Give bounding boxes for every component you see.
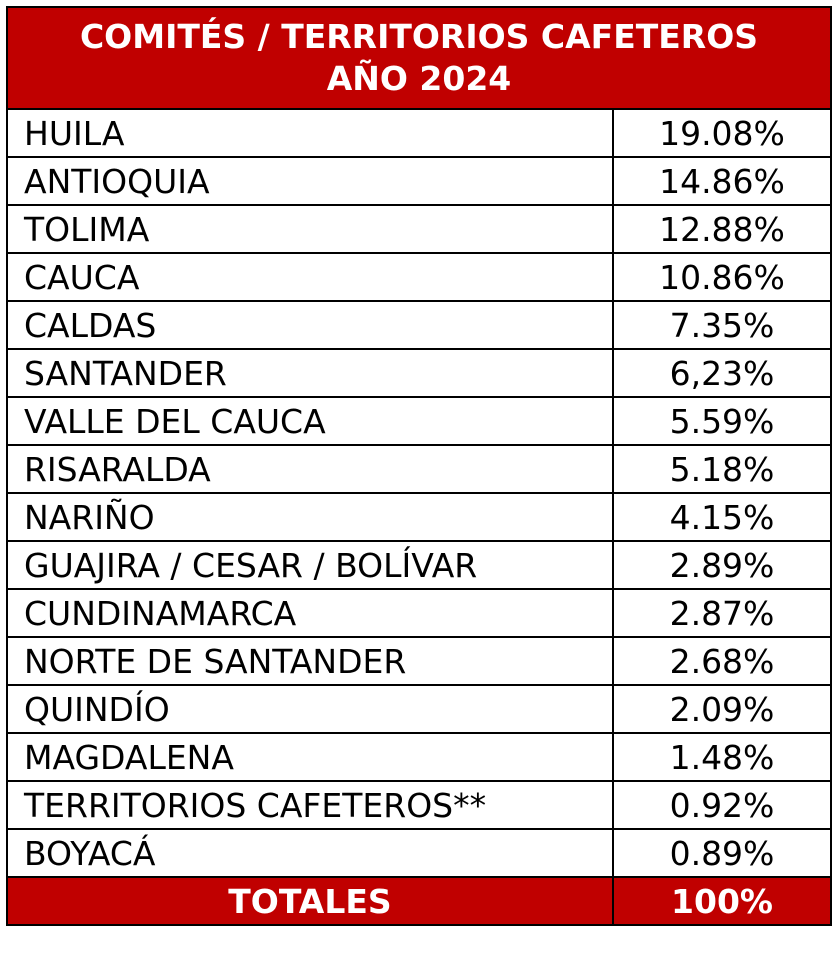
table-row: TOLIMA 12.88%	[6, 204, 832, 254]
committee-percentage: 1.48%	[612, 732, 832, 782]
table-row: CUNDINAMARCA 2.87%	[6, 588, 832, 638]
table-row: MAGDALENA 1.48%	[6, 732, 832, 782]
committee-percentage: 10.86%	[612, 252, 832, 302]
committee-name: SANTANDER	[6, 348, 614, 398]
coffee-committees-table: COMITÉS / TERRITORIOS CAFETEROS AÑO 2024…	[6, 6, 832, 926]
committee-percentage: 7.35%	[612, 300, 832, 350]
committee-name: RISARALDA	[6, 444, 614, 494]
committee-name: NARIÑO	[6, 492, 614, 542]
table-row: RISARALDA 5.18%	[6, 444, 832, 494]
table-header-row: COMITÉS / TERRITORIOS CAFETEROS AÑO 2024	[6, 6, 832, 110]
totals-row: TOTALES 100%	[6, 876, 832, 926]
committee-name: BOYACÁ	[6, 828, 614, 878]
committee-name: GUAJIRA / CESAR / BOLÍVAR	[6, 540, 614, 590]
committee-name: MAGDALENA	[6, 732, 614, 782]
committee-percentage: 5.18%	[612, 444, 832, 494]
committee-name: VALLE DEL CAUCA	[6, 396, 614, 446]
committee-percentage: 0.89%	[612, 828, 832, 878]
committee-name: CUNDINAMARCA	[6, 588, 614, 638]
table-title-line2: AÑO 2024	[326, 59, 512, 98]
table-row: CAUCA 10.86%	[6, 252, 832, 302]
committee-name: ANTIOQUIA	[6, 156, 614, 206]
table-title-line1: COMITÉS / TERRITORIOS CAFETEROS	[79, 17, 759, 56]
committee-name: TOLIMA	[6, 204, 614, 254]
table-title: COMITÉS / TERRITORIOS CAFETEROS AÑO 2024	[6, 6, 832, 110]
committee-percentage: 2.68%	[612, 636, 832, 686]
table-row: CALDAS 7.35%	[6, 300, 832, 350]
committee-name: TERRITORIOS CAFETEROS**	[6, 780, 614, 830]
totals-value: 100%	[612, 876, 832, 926]
table-row: QUINDÍO 2.09%	[6, 684, 832, 734]
committee-name: CAUCA	[6, 252, 614, 302]
table-row: NORTE DE SANTANDER 2.68%	[6, 636, 832, 686]
committee-percentage: 12.88%	[612, 204, 832, 254]
committee-percentage: 19.08%	[612, 108, 832, 158]
committee-name: NORTE DE SANTANDER	[6, 636, 614, 686]
committee-name: CALDAS	[6, 300, 614, 350]
committee-name: QUINDÍO	[6, 684, 614, 734]
committee-name: HUILA	[6, 108, 614, 158]
committee-percentage: 4.15%	[612, 492, 832, 542]
table-row: NARIÑO 4.15%	[6, 492, 832, 542]
table-row: GUAJIRA / CESAR / BOLÍVAR 2.89%	[6, 540, 832, 590]
totals-label: TOTALES	[6, 876, 614, 926]
committee-percentage: 0.92%	[612, 780, 832, 830]
committee-percentage: 2.87%	[612, 588, 832, 638]
table-row: HUILA 19.08%	[6, 108, 832, 158]
table-row: ANTIOQUIA 14.86%	[6, 156, 832, 206]
committee-percentage: 2.09%	[612, 684, 832, 734]
table-row: VALLE DEL CAUCA 5.59%	[6, 396, 832, 446]
committee-percentage: 6,23%	[612, 348, 832, 398]
coffee-committees-table-container: COMITÉS / TERRITORIOS CAFETEROS AÑO 2024…	[6, 6, 832, 926]
table-body: HUILA 19.08% ANTIOQUIA 14.86% TOLIMA 12.88% CA…	[6, 108, 832, 878]
table-row: BOYACÁ 0.89%	[6, 828, 832, 878]
committee-percentage: 2.89%	[612, 540, 832, 590]
table-row: SANTANDER 6,23%	[6, 348, 832, 398]
table-row: TERRITORIOS CAFETEROS** 0.92%	[6, 780, 832, 830]
committee-percentage: 5.59%	[612, 396, 832, 446]
committee-percentage: 14.86%	[612, 156, 832, 206]
